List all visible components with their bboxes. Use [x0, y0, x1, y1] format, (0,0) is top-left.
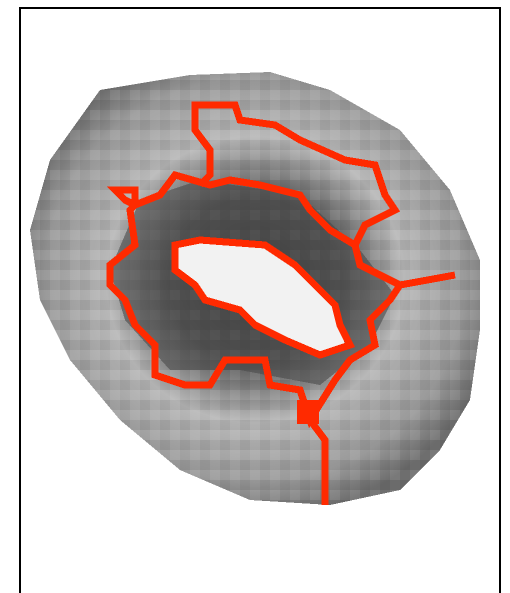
page — [0, 0, 510, 593]
contour-junction — [297, 400, 319, 424]
image-view — [0, 0, 510, 593]
